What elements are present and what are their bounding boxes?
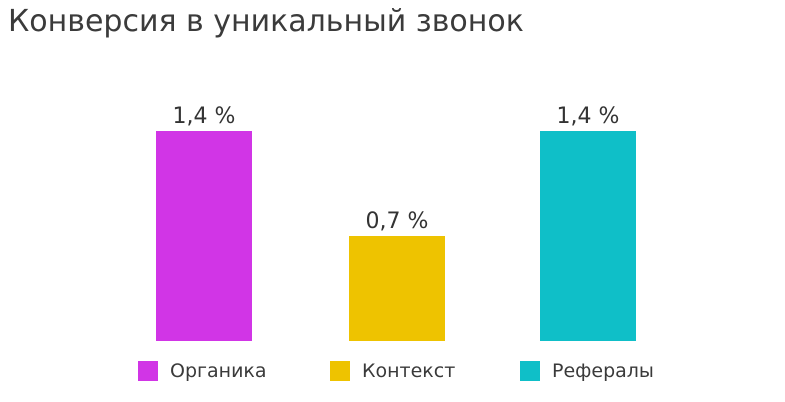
legend-label-referaly: Рефералы xyxy=(552,360,654,382)
legend-swatch-organika xyxy=(138,361,158,381)
legend-swatch-kontekst xyxy=(330,361,350,381)
chart-legend: Органика Контекст Рефералы xyxy=(0,356,785,386)
bar-referaly xyxy=(540,131,636,341)
legend-item-kontekst: Контекст xyxy=(330,356,455,386)
bar-organika xyxy=(156,131,252,341)
data-label-organika: 1,4 % xyxy=(173,104,236,129)
data-label-referaly: 1,4 % xyxy=(557,104,620,129)
legend-label-kontekst: Контекст xyxy=(362,360,456,382)
legend-item-referaly: Рефералы xyxy=(520,356,654,386)
chart-title: Конверсия в уникальный звонок xyxy=(8,4,524,39)
bar-kontekst xyxy=(349,236,445,341)
legend-item-organika: Органика xyxy=(138,356,267,386)
legend-swatch-referaly xyxy=(520,361,540,381)
data-label-kontekst: 0,7 % xyxy=(366,209,429,234)
legend-label-organika: Органика xyxy=(170,360,267,382)
